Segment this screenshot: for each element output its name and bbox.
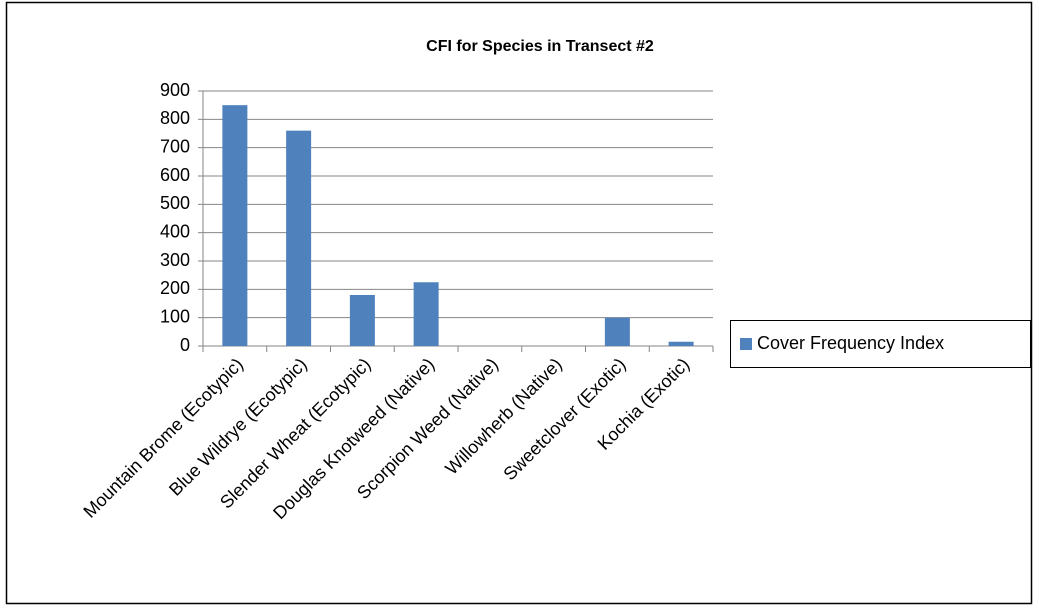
y-tick-label: 100 — [160, 306, 190, 326]
y-tick-label: 300 — [160, 250, 190, 270]
y-tick-label: 200 — [160, 278, 190, 298]
y-tick-label: 900 — [160, 80, 190, 100]
y-tick-label: 800 — [160, 108, 190, 128]
y-tick-label: 500 — [160, 193, 190, 213]
y-tick-label: 0 — [180, 335, 190, 355]
chart-border — [5, 1, 1033, 605]
legend-label: Cover Frequency Index — [757, 333, 944, 353]
bar — [286, 130, 312, 346]
legend-box — [730, 320, 1031, 368]
y-tick-label: 700 — [160, 136, 190, 156]
bar — [604, 317, 630, 346]
bar — [668, 341, 694, 346]
y-tick-label: 400 — [160, 221, 190, 241]
bar — [349, 295, 375, 346]
chart-title: CFI for Species in Transect #2 — [426, 38, 654, 55]
bar — [222, 105, 248, 347]
bar — [413, 282, 439, 346]
legend-swatch — [740, 338, 752, 350]
y-tick-label: 600 — [160, 165, 190, 185]
